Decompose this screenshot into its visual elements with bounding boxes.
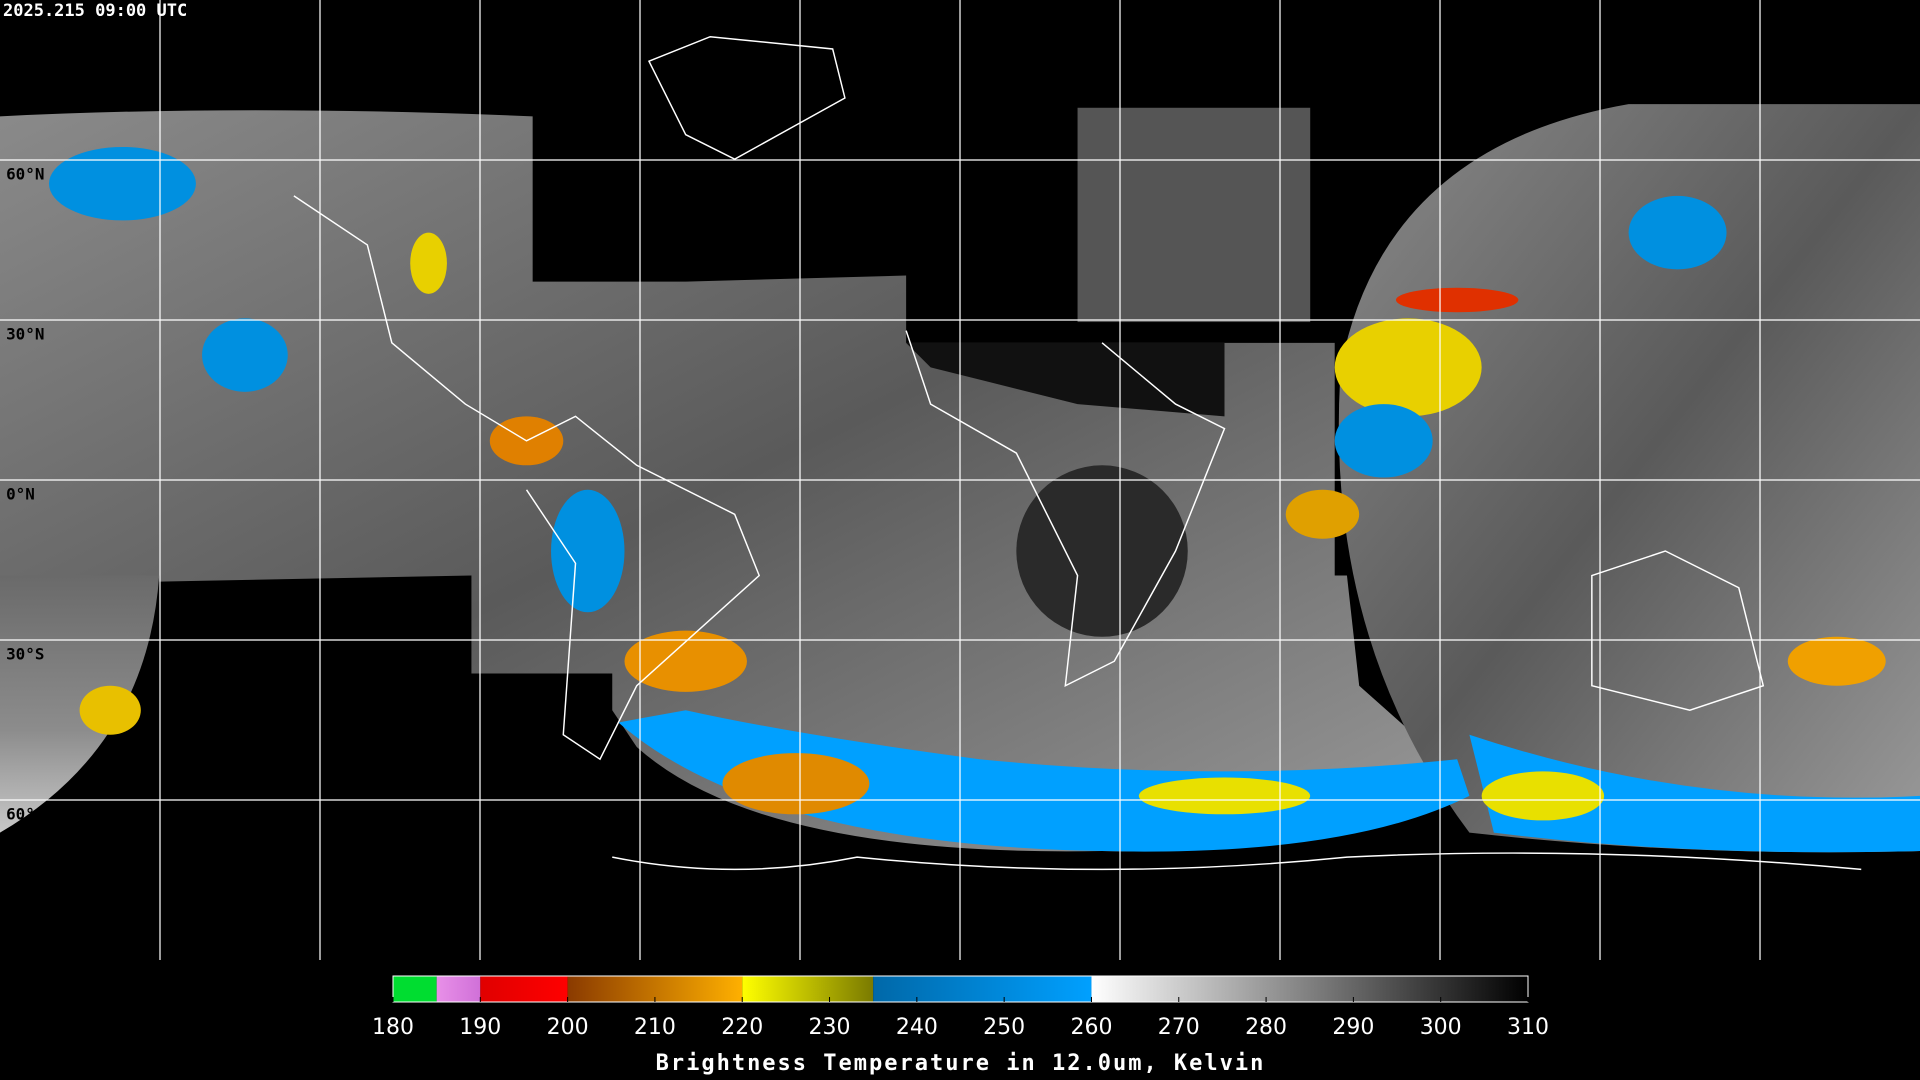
cloud [722,753,870,815]
cloud-band [618,710,1470,852]
colorbar-border [392,975,1529,1003]
cloud [551,489,625,613]
colorbar-title: Brightness Temperature in 12.0um, Kelvin [656,1051,1266,1076]
colorbar-tick-label: 290 [1332,1015,1374,1040]
latitude-label: 30°N [6,325,44,344]
imagery [0,110,1470,852]
latitude-label: 0°N [6,485,35,504]
map: 60°N 30°N 0°N 30°S 60°S [0,0,1920,961]
colorbar-tick-label: 210 [634,1015,676,1040]
cloud [48,146,196,221]
imagery [1077,107,1311,323]
cloud [1628,195,1727,270]
cloud [79,685,141,735]
colorbar-segment [742,976,874,1002]
colorbar-segment [393,976,437,1002]
imagery [1016,465,1188,637]
cloud [1334,318,1482,417]
colorbar-segment [873,976,1092,1002]
imagery [1338,104,1920,853]
cloud [1395,287,1519,313]
colorbar-segment [480,976,568,1002]
cloud [202,318,288,392]
colorbar-tick-label: 260 [1070,1015,1112,1040]
colorbar-tick-label: 230 [809,1015,851,1040]
cloud [1787,636,1886,686]
cloud [1138,777,1311,815]
colorbar-segment [1091,976,1528,1002]
colorbar-tick-label: 310 [1507,1015,1549,1040]
cloud-band [1469,734,1920,853]
timestamp: 2025.215 09:00 UTC [3,1,187,21]
colorbar-tick-label: 180 [372,1015,414,1040]
latitude-label: 60°N [6,165,44,184]
colorbar-tick-label: 200 [547,1015,589,1040]
colorbar-tick-label: 300 [1420,1015,1462,1040]
colorbar-tick-label: 240 [896,1015,938,1040]
cloud [1334,404,1433,478]
latitude-label: 60°S [6,805,44,824]
cloud [410,232,447,294]
colorbar-tick-label: 250 [983,1015,1025,1040]
cloud [1285,489,1360,539]
colorbar-tick-label: 220 [721,1015,763,1040]
colorbar-tick-label: 270 [1158,1015,1200,1040]
latitude-label: 30°S [6,645,44,664]
cloud [1481,771,1605,821]
cloud [624,630,747,692]
colorbar-tick-label: 280 [1245,1015,1287,1040]
imagery [906,342,1225,417]
colorbar-tick-label: 190 [459,1015,501,1040]
colorbar-segment [436,976,481,1002]
coastlines [293,35,1862,871]
